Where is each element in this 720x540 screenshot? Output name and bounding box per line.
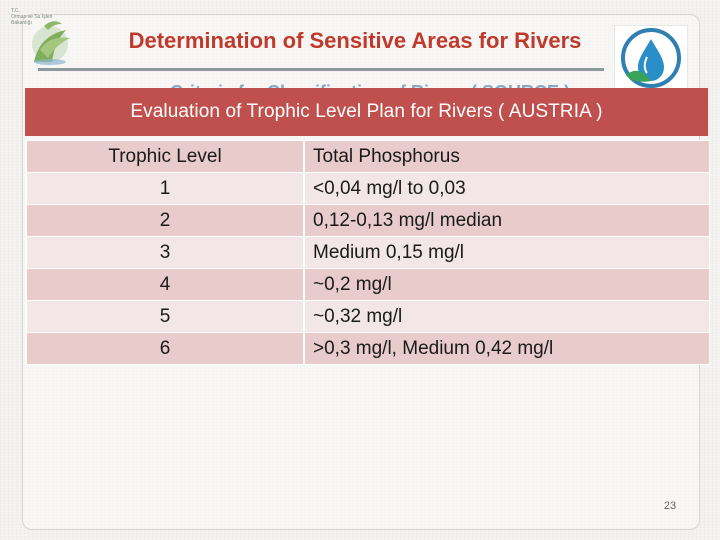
phosphorus-cell: >0,3 mg/l, Medium 0,42 mg/l (303, 332, 710, 365)
phosphorus-cell: 0,12-0,13 mg/l median (303, 204, 710, 237)
table-row: 3 Medium 0,15 mg/l (25, 236, 710, 269)
trophic-level-cell: 1 (25, 172, 305, 205)
table-row: 5 ~0,32 mg/l (25, 300, 710, 333)
table-header-row: Trophic Level Total Phosphorus (25, 140, 710, 173)
title-divider (38, 68, 604, 71)
column-header-trophic-level: Trophic Level (25, 140, 305, 173)
ministry-line: T.C. (11, 8, 20, 14)
ministry-emblem-icon (32, 21, 70, 65)
table-row: 2 0,12-0,13 mg/l median (25, 204, 710, 237)
ministry-line: Bakanlığı (11, 20, 32, 26)
trophic-level-cell: 3 (25, 236, 305, 269)
water-drop-logo-icon (613, 24, 689, 92)
column-header-total-phosphorus: Total Phosphorus (303, 140, 710, 173)
table-row: 1 <0,04 mg/l to 0,03 (25, 172, 710, 205)
ministry-line: Orman ve Su İşleri (11, 14, 53, 20)
ministry-logo: T.C. Orman ve Su İşleri Bakanlığı (4, 4, 84, 70)
obscured-subtitle: Criteria for Classification of Rivers ( … (169, 82, 571, 92)
trophic-level-table: Trophic Level Total Phosphorus 1 <0,04 m… (25, 140, 710, 365)
phosphorus-cell: ~0,2 mg/l (303, 268, 710, 301)
phosphorus-cell: ~0,32 mg/l (303, 300, 710, 333)
water-management-logo (613, 24, 689, 92)
trophic-level-cell: 4 (25, 268, 305, 301)
table-row: 6 >0,3 mg/l, Medium 0,42 mg/l (25, 332, 710, 365)
phosphorus-cell: Medium 0,15 mg/l (303, 236, 710, 269)
trophic-level-cell: 2 (25, 204, 305, 237)
page-title: Determination of Sensitive Areas for Riv… (128, 28, 582, 53)
trophic-level-cell: 6 (25, 332, 305, 365)
evaluation-banner: Evaluation of Trophic Level Plan for Riv… (25, 88, 708, 136)
page-number: 23 (663, 500, 677, 512)
phosphorus-cell: <0,04 mg/l to 0,03 (303, 172, 710, 205)
trophic-level-cell: 5 (25, 300, 305, 333)
ministry-name: T.C. Orman ve Su İşleri Bakanlığı (11, 8, 55, 26)
table-row: 4 ~0,2 mg/l (25, 268, 710, 301)
